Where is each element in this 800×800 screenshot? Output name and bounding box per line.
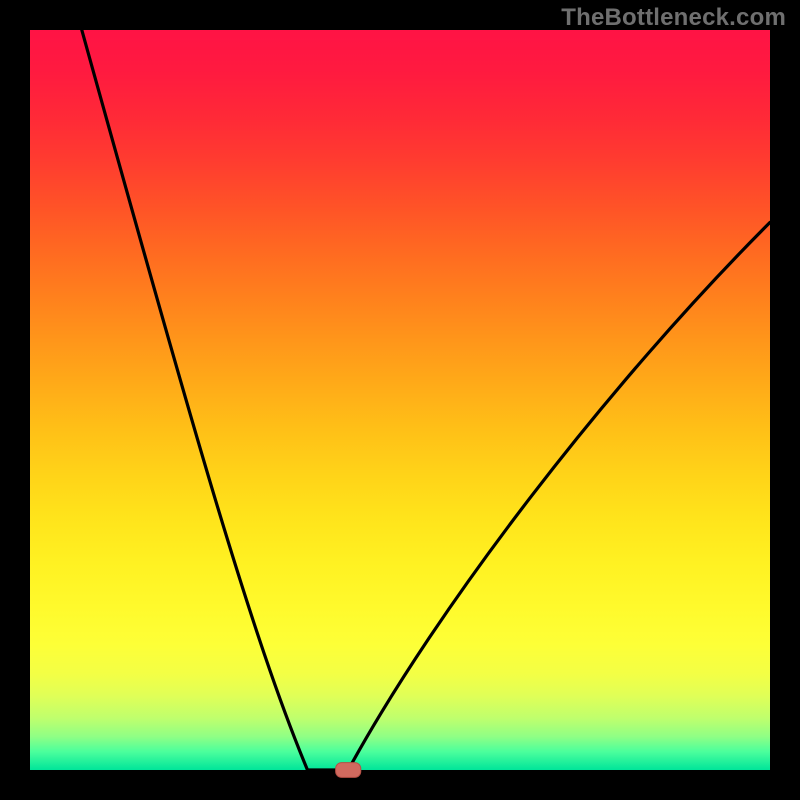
watermark-text: TheBottleneck.com	[561, 4, 786, 32]
chart-frame: TheBottleneck.com	[0, 0, 800, 800]
optimal-point-marker	[336, 763, 361, 778]
bottleneck-chart	[0, 0, 800, 800]
plot-background	[30, 30, 770, 770]
